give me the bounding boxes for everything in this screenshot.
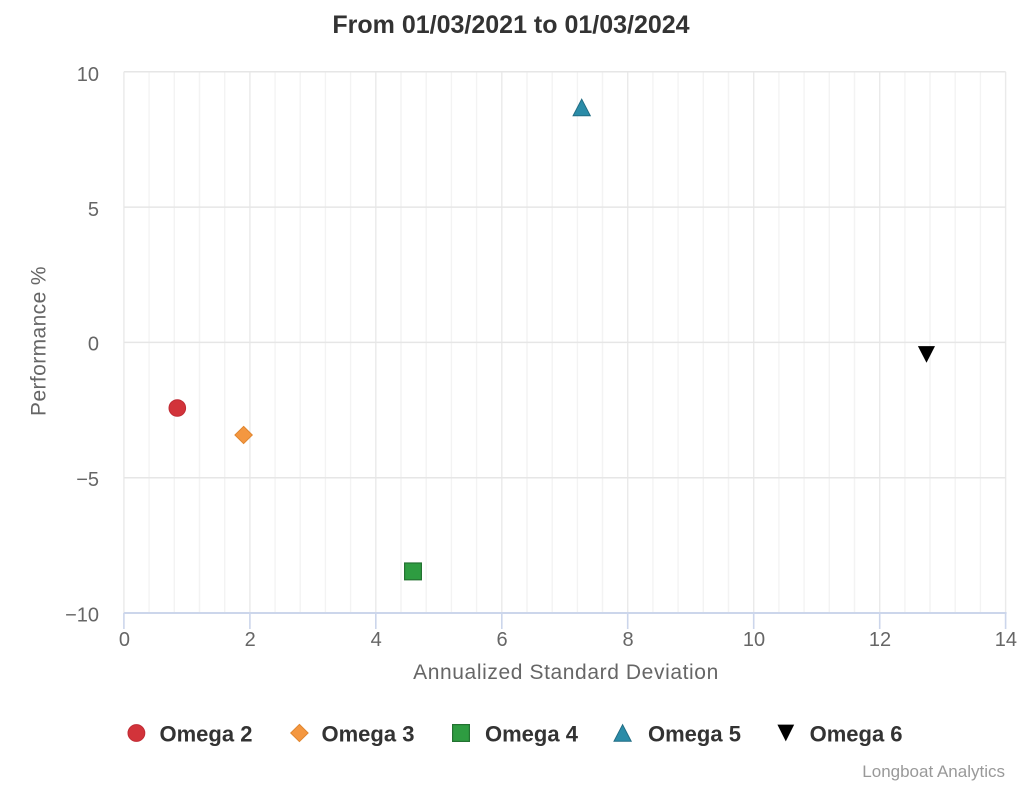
svg-text:0: 0	[88, 334, 99, 356]
svg-text:From 01/03/2021 to 01/03/2024: From 01/03/2021 to 01/03/2024	[332, 11, 689, 39]
svg-text:8: 8	[623, 629, 634, 651]
svg-text:Omega 2: Omega 2	[160, 721, 253, 746]
svg-text:Performance %: Performance %	[28, 266, 51, 416]
svg-text:Omega 4: Omega 4	[485, 721, 579, 746]
svg-text:−10: −10	[65, 604, 99, 626]
svg-text:2: 2	[245, 629, 256, 651]
svg-text:Omega 5: Omega 5	[648, 721, 741, 746]
svg-text:Longboat Analytics: Longboat Analytics	[862, 762, 1005, 781]
svg-text:5: 5	[88, 199, 99, 221]
svg-text:6: 6	[497, 629, 508, 651]
svg-text:−5: −5	[76, 469, 99, 491]
svg-text:10: 10	[743, 629, 765, 651]
svg-text:Omega 3: Omega 3	[322, 721, 415, 746]
svg-text:Omega 6: Omega 6	[810, 721, 903, 746]
svg-text:10: 10	[77, 64, 99, 86]
svg-text:14: 14	[995, 629, 1017, 651]
svg-text:Annualized Standard Deviation: Annualized Standard Deviation	[413, 661, 719, 684]
svg-text:4: 4	[371, 629, 382, 651]
svg-text:12: 12	[869, 629, 891, 651]
svg-text:0: 0	[119, 629, 130, 651]
